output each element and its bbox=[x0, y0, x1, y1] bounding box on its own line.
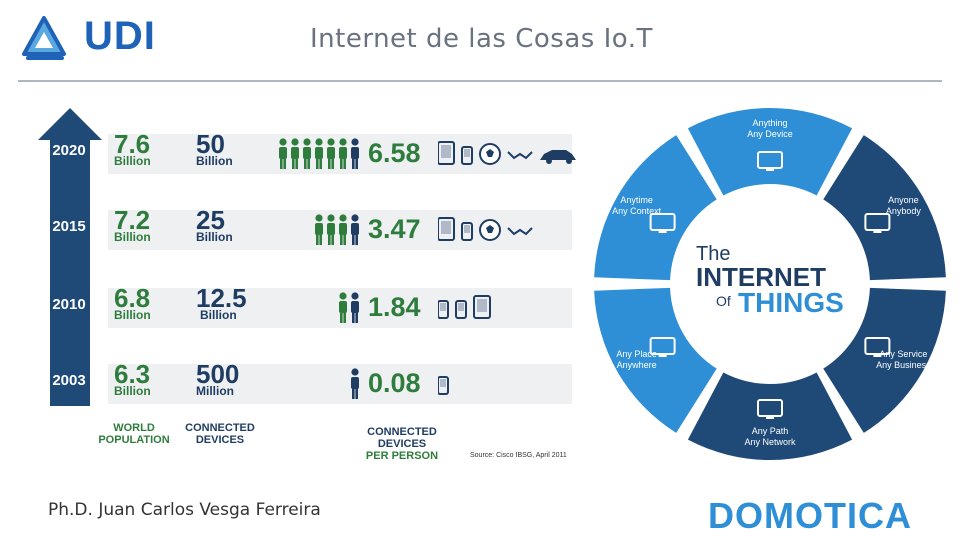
devices-icon bbox=[757, 151, 783, 171]
logo-text: UDI bbox=[84, 14, 156, 58]
segment-label: Anytime bbox=[620, 195, 653, 205]
devices-value: 12.5 bbox=[196, 283, 247, 313]
devices-value: 50 bbox=[196, 129, 225, 159]
people-icons bbox=[279, 138, 359, 169]
devices-per-person-value: 6.58 bbox=[368, 138, 421, 168]
iot-growth-infographic: 2020 7.6 Billion 50 Billion 6.58 2015 7.2 Billio… bbox=[38, 108, 578, 468]
network-icon bbox=[757, 399, 783, 419]
udi-logo bbox=[22, 16, 66, 60]
devices-unit: Million bbox=[196, 384, 234, 398]
population-unit: Billion bbox=[114, 230, 151, 244]
per-person-column-label: CONNECTED DEVICES PER PERSON bbox=[365, 426, 439, 462]
segment-label: Any Service bbox=[879, 349, 927, 359]
device-icons bbox=[438, 295, 491, 319]
domotica-logo: DOMOTICA bbox=[708, 495, 912, 536]
devices-value: 500 bbox=[196, 359, 240, 389]
wheel-segment-2 bbox=[823, 287, 946, 433]
segment-label: Any Device bbox=[747, 129, 793, 139]
page-title: Internet de las Cosas Io.T bbox=[310, 24, 653, 54]
wheel-segment-1 bbox=[823, 135, 946, 281]
devices-per-person-value: 1.84 bbox=[368, 292, 421, 322]
year-row-2020: 2020 7.6 Billion 50 Billion 6.58 bbox=[46, 129, 576, 174]
center-of: Of bbox=[716, 293, 731, 309]
wheel-segment-4 bbox=[594, 287, 717, 433]
segment-label: Any Path bbox=[752, 426, 789, 436]
population-unit: Billion bbox=[114, 308, 151, 322]
people-icons bbox=[339, 292, 359, 323]
year-row-2003: 2003 6.3 Billion 500 Million 0.08 bbox=[46, 359, 572, 404]
location-icon bbox=[649, 337, 676, 357]
clock-icon bbox=[649, 213, 676, 233]
row-band bbox=[108, 364, 572, 404]
population-column-label: WORLD POPULATION bbox=[98, 422, 170, 446]
domotica-wordmark: DOMOTICA bbox=[708, 495, 912, 536]
segment-label: Anyone bbox=[888, 195, 919, 205]
device-icons bbox=[438, 141, 576, 165]
year-label: 2010 bbox=[52, 296, 86, 313]
header-divider bbox=[18, 80, 942, 82]
author-name: Ph.D. Juan Carlos Vesga Ferreira bbox=[48, 500, 321, 520]
segment-label: Anybody bbox=[886, 206, 922, 216]
devices-column-label: CONNECTED DEVICES bbox=[185, 422, 255, 446]
device-icons bbox=[438, 217, 533, 241]
population-value: 6.3 bbox=[114, 359, 151, 389]
segment-label: Any Network bbox=[744, 437, 796, 447]
people-icons bbox=[315, 214, 359, 245]
devices-value: 25 bbox=[196, 205, 225, 235]
devices-per-person-value: 0.08 bbox=[368, 368, 421, 398]
year-row-2010: 2010 6.8 Billion 12.5 Billion 1.84 bbox=[46, 283, 572, 328]
year-label: 2003 bbox=[52, 372, 86, 389]
segment-label: Any Business bbox=[876, 360, 931, 370]
population-value: 7.6 bbox=[114, 129, 151, 159]
segment-label: Anything bbox=[752, 118, 787, 128]
population-unit: Billion bbox=[114, 154, 151, 168]
year-label: 2015 bbox=[52, 218, 86, 235]
wheel-center bbox=[672, 186, 868, 382]
population-unit: Billion bbox=[114, 384, 151, 398]
devices-unit: Billion bbox=[200, 308, 237, 322]
timeline-arrow bbox=[38, 108, 102, 406]
people-icon bbox=[864, 213, 891, 233]
segment-label: Any Place bbox=[616, 349, 657, 359]
factory-icon bbox=[864, 337, 891, 357]
year-row-2015: 2015 7.2 Billion 25 Billion 3.47 bbox=[46, 205, 572, 250]
wheel-segment-5 bbox=[594, 135, 717, 281]
center-internet: INTERNET bbox=[696, 262, 826, 292]
center-the: The bbox=[696, 243, 730, 265]
center-things: THINGS bbox=[738, 287, 844, 318]
devices-per-person-value: 3.47 bbox=[368, 214, 421, 244]
devices-unit: Billion bbox=[196, 154, 233, 168]
population-value: 6.8 bbox=[114, 283, 151, 313]
device-icons bbox=[438, 376, 449, 395]
segment-label: Any Context bbox=[612, 206, 662, 216]
segment-label: Anywhere bbox=[617, 360, 657, 370]
population-value: 7.2 bbox=[114, 205, 151, 235]
source-note: Source: Cisco IBSG, April 2011 bbox=[470, 452, 567, 459]
devices-unit: Billion bbox=[196, 230, 233, 244]
year-label: 2020 bbox=[52, 142, 86, 159]
people-icons bbox=[351, 368, 359, 399]
